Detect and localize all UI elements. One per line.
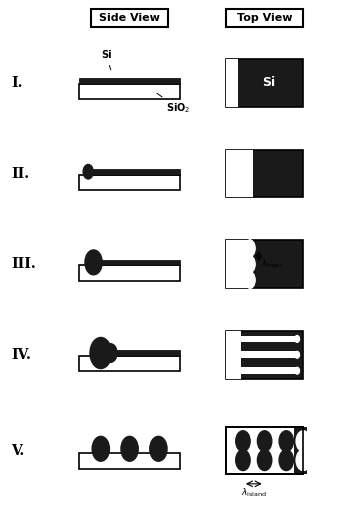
Bar — [226, 150, 303, 197]
Text: $\lambda_{\mathregular{finger}}$: $\lambda_{\mathregular{finger}}$ — [261, 257, 283, 271]
Circle shape — [83, 164, 93, 179]
Bar — [79, 265, 180, 281]
Bar — [88, 169, 180, 175]
Circle shape — [90, 338, 112, 368]
Circle shape — [279, 450, 293, 470]
Bar — [226, 59, 238, 107]
Bar — [226, 427, 303, 474]
Bar — [79, 84, 180, 99]
Text: Si: Si — [262, 76, 275, 90]
Wedge shape — [249, 240, 255, 257]
Circle shape — [121, 436, 138, 461]
Bar — [79, 356, 180, 371]
Text: I.: I. — [11, 76, 22, 90]
Circle shape — [257, 431, 272, 452]
Bar — [91, 9, 168, 27]
Bar — [294, 427, 307, 474]
Bar — [226, 59, 303, 107]
Circle shape — [295, 336, 300, 342]
Circle shape — [296, 450, 310, 470]
Circle shape — [296, 431, 310, 452]
Circle shape — [279, 431, 293, 452]
Text: III.: III. — [11, 257, 36, 271]
Bar — [241, 367, 297, 374]
Circle shape — [295, 351, 300, 358]
Bar — [79, 175, 180, 190]
Text: Side View: Side View — [99, 13, 160, 23]
Circle shape — [257, 450, 272, 470]
Bar — [226, 150, 253, 197]
Text: IV.: IV. — [11, 348, 31, 362]
Bar — [241, 351, 297, 358]
Bar — [241, 336, 297, 342]
Bar — [94, 260, 180, 265]
Bar — [226, 240, 303, 288]
Bar — [226, 427, 303, 474]
Text: V.: V. — [11, 443, 24, 458]
Bar — [79, 78, 180, 84]
Bar — [79, 453, 180, 469]
Wedge shape — [249, 255, 255, 273]
Text: II.: II. — [11, 166, 29, 181]
Circle shape — [104, 344, 117, 363]
Circle shape — [236, 450, 250, 470]
Text: Si: Si — [101, 50, 112, 70]
Bar — [226, 240, 249, 288]
Text: $\lambda_{\mathregular{island}}$: $\lambda_{\mathregular{island}}$ — [241, 486, 267, 499]
Bar — [226, 427, 303, 474]
Bar — [226, 9, 303, 27]
Bar — [226, 427, 303, 474]
Wedge shape — [249, 271, 255, 289]
Bar — [226, 427, 303, 474]
Text: SiO$_2$: SiO$_2$ — [157, 93, 190, 115]
Bar — [226, 331, 303, 379]
Bar — [226, 331, 241, 379]
Text: Top View: Top View — [237, 13, 292, 23]
Circle shape — [85, 250, 102, 275]
Bar — [226, 427, 303, 474]
Circle shape — [236, 431, 250, 452]
Bar — [99, 350, 180, 356]
Circle shape — [92, 436, 109, 461]
Circle shape — [150, 436, 167, 461]
Circle shape — [295, 367, 300, 374]
